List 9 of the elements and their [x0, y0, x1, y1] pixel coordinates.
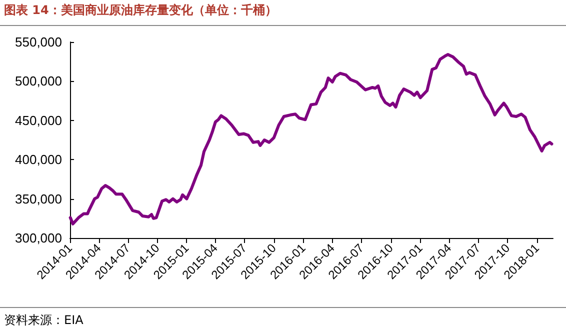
y-tick-label: 500,000	[15, 74, 62, 89]
y-tick-label: 550,000	[15, 34, 62, 50]
y-tick-label: 300,000	[15, 230, 62, 246]
chart-title: 图表 14：美国商业原油库存量变化（单位：千桶）	[4, 2, 277, 19]
y-tick-label: 400,000	[15, 152, 62, 168]
y-tick-label: 450,000	[15, 112, 62, 128]
y-tick-label: 350,000	[15, 191, 62, 206]
text: 资料来源：EIA	[4, 312, 84, 329]
line-series	[68, 53, 554, 226]
